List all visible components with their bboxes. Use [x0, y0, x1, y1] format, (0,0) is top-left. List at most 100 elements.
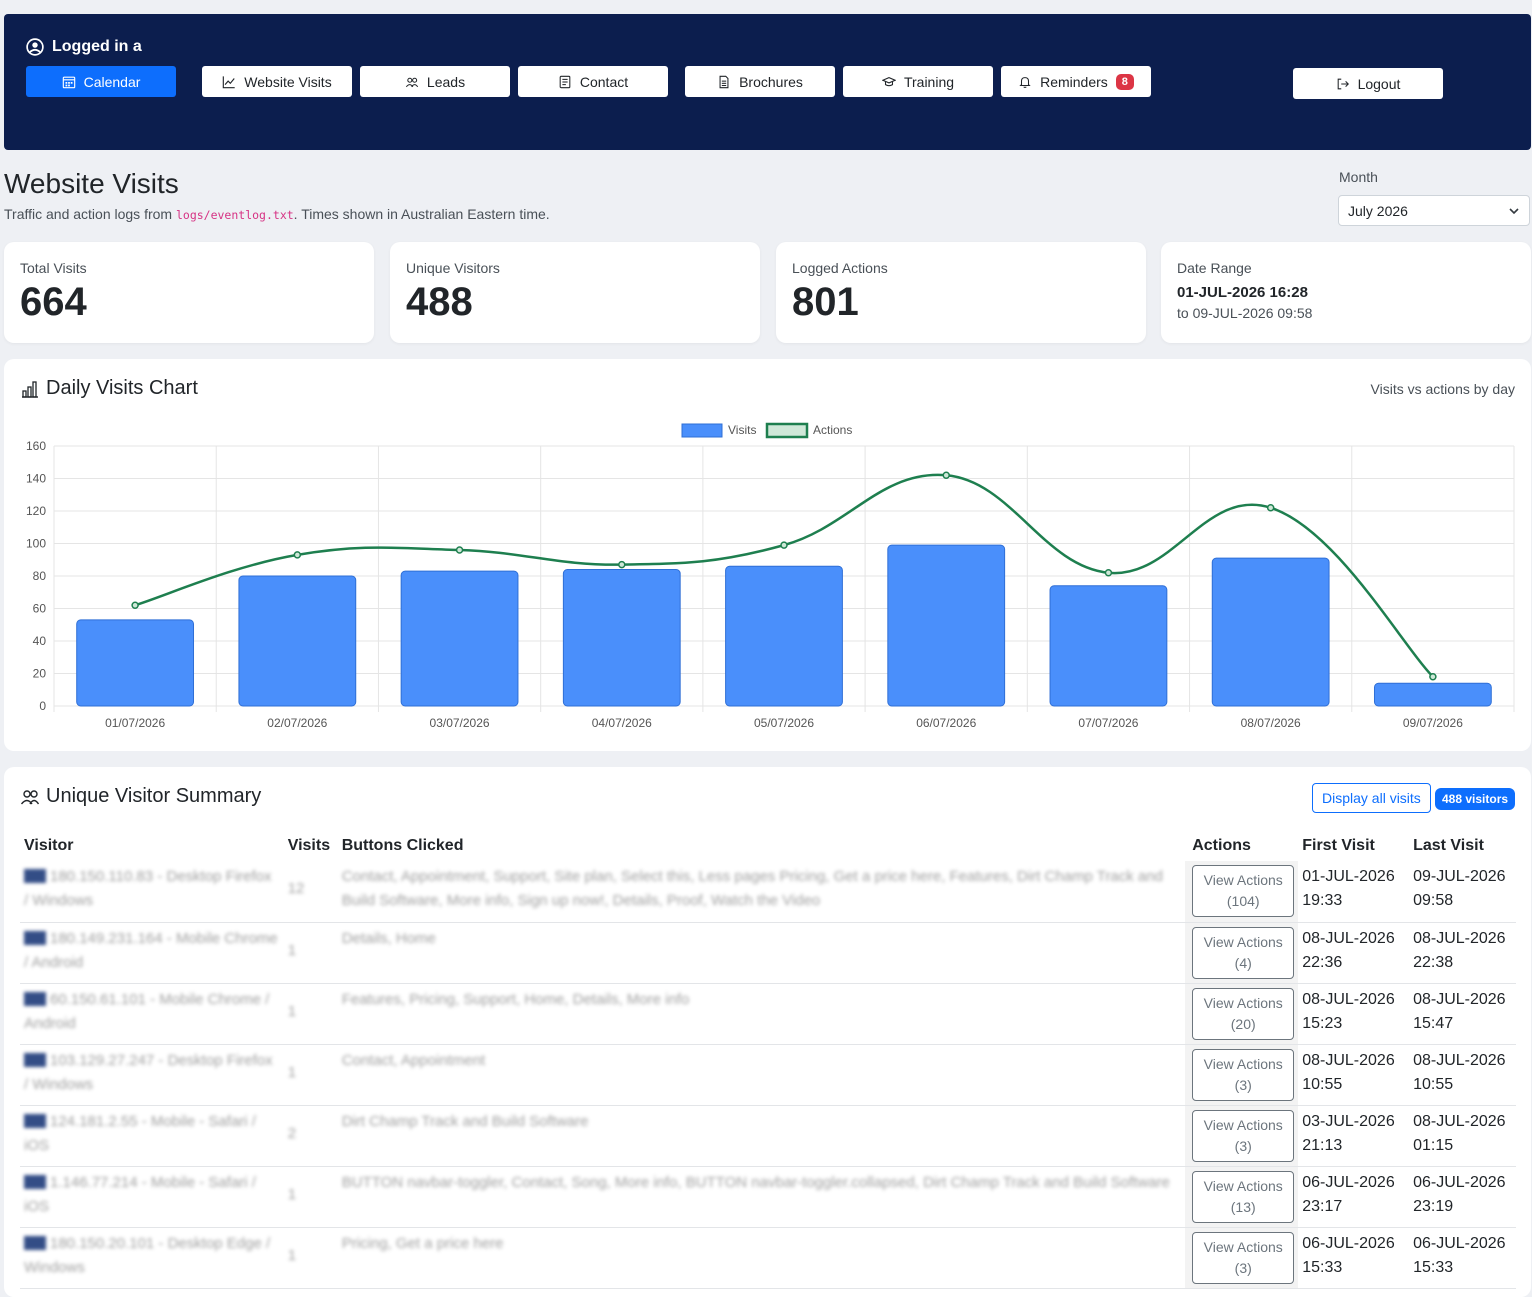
chevron-down-icon — [1509, 207, 1519, 214]
table-row: 180.149.231.164 - Mobile Chrome / Androi… — [20, 922, 1516, 984]
last-visit-time: 15:33 — [1413, 1258, 1454, 1276]
unique-visitor-card: Unique Visitor Summary Display all visit… — [4, 767, 1531, 1297]
y-tick-label: 40 — [33, 634, 47, 648]
nav-website-visits-button[interactable]: Website Visits — [202, 66, 352, 97]
table-row: 180.150.20.101 - Desktop Edge / Windows 1… — [20, 1227, 1516, 1289]
legend-label-actions: Actions — [813, 423, 852, 437]
logout-button[interactable]: Logout — [1293, 68, 1443, 99]
flag-icon — [24, 869, 46, 883]
point-actions — [131, 601, 139, 609]
view-actions-button[interactable]: View Actions (20) — [1192, 987, 1295, 1040]
visitor-text: 124.181.2.55 - Mobile - Safari / iOS — [24, 1112, 256, 1154]
last-visit-time: 15:47 — [1413, 1014, 1454, 1032]
y-tick-label: 120 — [26, 504, 46, 518]
nav-training-button[interactable]: Training — [843, 66, 993, 97]
first-visit-cell: 08-JUL-2026 10:55 — [1298, 1044, 1410, 1106]
table-row: 124.181.2.55 - Mobile - Safari / iOS 2 Dir… — [20, 1105, 1516, 1167]
range-from: 01-JUL-2026 16:28 — [1177, 284, 1308, 301]
y-tick-label: 20 — [33, 667, 47, 681]
nav-label: Reminders — [1040, 73, 1108, 90]
view-actions-button[interactable]: View Actions (3) — [1192, 1048, 1295, 1101]
stat-value: 488 — [406, 280, 473, 324]
summary-card-title: Unique Visitor Summary — [20, 785, 261, 808]
stat-logged-actions: Logged Actions 801 — [776, 242, 1146, 343]
buttons-clicked: Contact, Appointment — [341, 1051, 486, 1069]
last-visit-cell: 06-JUL-2026 23:19 — [1409, 1166, 1516, 1228]
view-actions-button[interactable]: View Actions (104) — [1192, 865, 1295, 917]
nav-leads-button[interactable]: Leads — [360, 66, 510, 97]
visitor-text: 180.150.110.83 - Desktop Firefox / Windo… — [24, 868, 272, 909]
view-actions-count: (20) — [1230, 1015, 1256, 1032]
flag-icon — [24, 1113, 46, 1128]
page-subtitle: Traffic and action logs from logs/eventl… — [4, 206, 550, 222]
first-visit-time: 19:33 — [1302, 892, 1343, 909]
last-visit-time: 01:15 — [1413, 1136, 1454, 1154]
visits-cell: 1 — [283, 1227, 338, 1289]
stat-label: Unique Visitors — [406, 260, 500, 276]
visitor-cell: 180.150.20.101 - Desktop Edge / Windows — [20, 1227, 284, 1289]
view-actions-button[interactable]: View Actions (3) — [1192, 1109, 1295, 1162]
view-actions-label: View Actions — [1203, 994, 1283, 1011]
month-value: July 2026 — [1348, 202, 1408, 219]
view-actions-button[interactable]: View Actions (3) — [1192, 1231, 1295, 1284]
bell-icon — [1019, 76, 1031, 88]
last-visit-cell: 08-JUL-2026 22:38 — [1409, 922, 1516, 984]
table-header-row: Visitor Visits Buttons Clicked Actions F… — [20, 831, 1516, 861]
last-visit-date: 08-JUL-2026 — [1413, 1112, 1506, 1130]
first-visit-date: 08-JUL-2026 — [1302, 929, 1395, 947]
visits-cell: 12 — [283, 861, 338, 923]
nav-calendar-button[interactable]: Calendar — [26, 66, 176, 97]
top-navbar: Logged in a Calendar Website Visits Lead… — [4, 14, 1531, 150]
bar-visits — [562, 569, 681, 707]
visits-cell: 1 — [283, 983, 338, 1045]
stat-value: 801 — [792, 280, 859, 324]
stat-date-range: Date Range 01-JUL-2026 16:28 to 09-JUL-2… — [1161, 242, 1531, 343]
view-actions-label: View Actions — [1203, 1177, 1283, 1194]
bar-visits — [76, 619, 195, 707]
buttons-cell: Dirt Champ Track and Build Software — [337, 1105, 1186, 1167]
first-visit-cell: 06-JUL-2026 15:33 — [1298, 1227, 1410, 1289]
buttons-clicked: Dirt Champ Track and Build Software — [341, 1112, 589, 1130]
point-actions — [293, 551, 302, 559]
nav-brochures-button[interactable]: Brochures — [685, 66, 835, 97]
view-actions-count: (13) — [1230, 1198, 1256, 1215]
legend-label-visits: Visits — [728, 423, 756, 437]
visits-cell: 1 — [283, 1044, 338, 1106]
x-tick-label: 01/07/2026 — [105, 716, 165, 730]
graduation-cap-icon — [881, 76, 896, 86]
nav-reminders-button[interactable]: Reminders 8 — [1001, 66, 1151, 97]
contact-card-icon — [559, 75, 571, 88]
last-visit-date: 06-JUL-2026 — [1413, 1234, 1506, 1252]
buttons-cell: Details, Home — [337, 922, 1186, 984]
visits-cell: 2 — [283, 1105, 338, 1167]
last-visit-time: 23:19 — [1413, 1197, 1454, 1215]
buttons-clicked: Contact, Appointment, Support, Site plan… — [341, 868, 1163, 909]
view-actions-button[interactable]: View Actions (4) — [1192, 926, 1295, 979]
visits-count: 1 — [287, 941, 297, 959]
log-path: logs/eventlog.txt — [175, 208, 294, 222]
visits-cell: 1 — [283, 1166, 338, 1228]
last-visit-date: 06-JUL-2026 — [1413, 1173, 1506, 1191]
x-tick-label: 06/07/2026 — [916, 716, 976, 730]
month-select[interactable]: July 2026 — [1338, 195, 1530, 226]
display-all-visits-button[interactable]: Display all visits — [1312, 783, 1431, 813]
view-actions-label: View Actions — [1203, 933, 1283, 950]
visitor-cell: 124.181.2.55 - Mobile - Safari / iOS — [20, 1105, 284, 1167]
view-actions-button[interactable]: View Actions (13) — [1192, 1170, 1295, 1223]
subtitle-text: Traffic and action logs from — [4, 206, 176, 222]
view-actions-count: (3) — [1234, 1076, 1252, 1093]
nav-contact-button[interactable]: Contact — [518, 66, 668, 97]
visits-count: 1 — [287, 1002, 297, 1020]
first-visit-time: 10:55 — [1302, 1075, 1343, 1093]
daily-visits-chart: 0 20 40 60 80 100 120 140 160 01/07/2026 02/07/202… — [26, 422, 1515, 730]
point-actions — [1104, 569, 1113, 577]
last-visit-cell: 08-JUL-2026 01:15 — [1409, 1105, 1516, 1167]
visitor-text: 1.146.77.214 - Mobile - Safari / iOS — [24, 1173, 256, 1215]
buttons-clicked: BUTTON navbar-toggler, Contact, Song, Mo… — [341, 1173, 1170, 1191]
first-visit-time: 21:13 — [1302, 1136, 1343, 1154]
first-visit-date: 03-JUL-2026 — [1302, 1112, 1395, 1130]
first-visit-date: 01-JUL-2026 — [1302, 868, 1395, 885]
visits-cell: 1 — [283, 922, 338, 984]
y-tick-label: 0 — [39, 699, 46, 713]
table-row: 103.129.27.247 - Desktop Firefox / Windo… — [20, 1044, 1516, 1106]
